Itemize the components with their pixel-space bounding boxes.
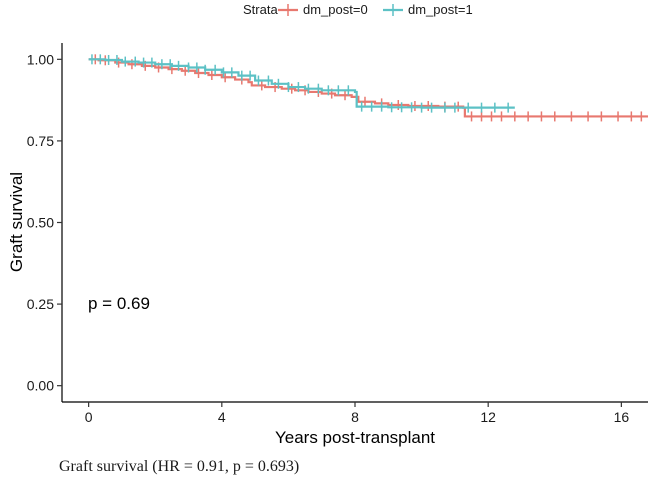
y-tick-label: 0.50 [27,215,54,231]
x-axis-title: Years post-transplant [275,428,435,447]
x-tick-label: 16 [614,409,630,425]
legend-key-dm-post-0 [278,4,298,16]
x-tick-label: 4 [218,409,226,425]
survival-curve [88,58,648,118]
x-tick-label: 12 [480,409,496,425]
x-tick-label: 0 [85,409,93,425]
survival-curve [88,58,515,109]
p-value-annotation: p = 0.69 [88,294,150,313]
axes: 0.00 0.25 0.50 0.75 1.00 0 4 8 12 16 [27,43,648,425]
y-tick-label: 0.00 [27,378,54,394]
y-tick-label: 0.75 [27,133,54,149]
figure-caption: Graft survival (HR = 0.91, p = 0.693) [59,458,300,475]
legend: Strata dm_post=0 dm_post=1 [243,2,473,17]
y-axis-title: Graft survival [7,172,26,272]
legend-title: Strata [243,2,278,17]
legend-label-dm-post-0: dm_post=0 [303,2,368,17]
x-tick-label: 8 [351,409,359,425]
y-tick-label: 0.25 [27,296,54,312]
legend-key-dm-post-1 [383,4,403,16]
series-group [88,54,648,122]
series-dm-post-1 [88,54,515,113]
legend-label-dm-post-1: dm_post=1 [408,2,473,17]
y-tick-label: 1.00 [27,51,54,67]
